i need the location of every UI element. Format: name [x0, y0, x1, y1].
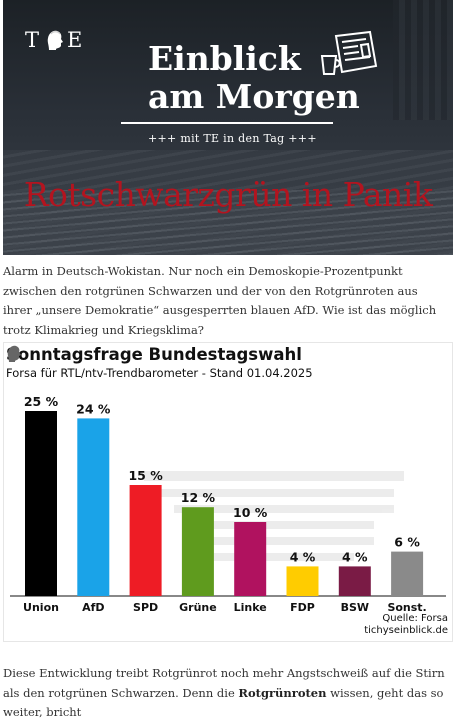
source-line1: Quelle: Forsa: [382, 613, 448, 624]
bar-grne: [181, 507, 214, 596]
chart-title: Sonntagsfrage Bundestagswahl: [6, 345, 302, 364]
bar-spd: [129, 485, 162, 596]
value-label: 12 %: [181, 490, 216, 505]
newspaper-texture-lower: [3, 190, 453, 255]
value-label: 6 %: [394, 535, 420, 550]
bar-union: [25, 411, 57, 596]
hero-banner: T E Einblick am Morgen +++ mit TE in den…: [3, 0, 453, 255]
newspaper-coffee-icon: [320, 30, 378, 75]
te-logo[interactable]: T E: [25, 28, 84, 52]
category-label: Linke: [234, 601, 267, 614]
category-label: Sonst.: [387, 601, 426, 614]
bars-layer: 25 % Union 24 % AfD 15 % SPD 12 % Grüne 10 % Link…: [23, 394, 427, 614]
logo-letter-t: T: [25, 28, 42, 52]
outro-text-part1: Diese Entwicklung treibt Rotgrünrot noch…: [3, 666, 445, 700]
hero-title: Einblick am Morgen: [148, 40, 360, 116]
te-small-logo-icon: [7, 345, 22, 362]
outro-paragraph: Diese Entwicklung treibt Rotgrünrot noch…: [3, 664, 449, 723]
logo-letter-e: E: [67, 28, 85, 52]
source-line2: tichyseinblick.de: [364, 625, 448, 636]
hero-divider: [121, 122, 333, 124]
hero-subtitle: +++ mit TE in den Tag +++: [148, 132, 317, 145]
bar-fdp: [286, 566, 319, 596]
bar-bsw: [338, 566, 371, 596]
outro-bold-text: Rotgrünroten: [238, 685, 327, 700]
chart-canvas: 25 % Union 24 % AfD 15 % SPD 12 % Grüne 10 % Link…: [10, 394, 446, 614]
value-label: 4 %: [342, 549, 368, 564]
value-label: 4 %: [290, 549, 316, 564]
category-label: Grüne: [179, 601, 217, 614]
category-label: FDP: [290, 601, 315, 614]
value-label: 10 %: [233, 505, 268, 520]
category-label: AfD: [82, 601, 104, 614]
profile-head-icon: [47, 30, 64, 50]
hero-title-line1: Einblick: [148, 39, 301, 78]
category-label: BSW: [341, 601, 369, 614]
bar-afd: [77, 418, 110, 596]
bar-linke: [234, 522, 267, 596]
chart-bg-texture: [144, 471, 404, 561]
chart-subtitle: Forsa für RTL/ntv-Trendbarometer - Stand…: [6, 366, 313, 380]
poll-chart: Sonntagsfrage Bundestagswahl Forsa für R…: [3, 342, 453, 642]
bar-sonst: [391, 551, 424, 596]
background-pillar: [393, 0, 453, 120]
intro-paragraph: Alarm in Deutsch-Wokistan. Nur noch ein …: [3, 264, 437, 337]
value-label: 24 %: [76, 401, 111, 416]
value-label: 15 %: [128, 468, 163, 483]
chart-source: Quelle: Forsa tichyseinblick.de: [364, 613, 448, 637]
value-label: 25 %: [24, 394, 59, 409]
category-label: SPD: [133, 601, 158, 614]
category-label: Union: [23, 601, 59, 614]
hero-title-line2: am Morgen: [148, 77, 360, 116]
hero-headline: Rotschwarzgrün in Panik: [23, 175, 433, 214]
